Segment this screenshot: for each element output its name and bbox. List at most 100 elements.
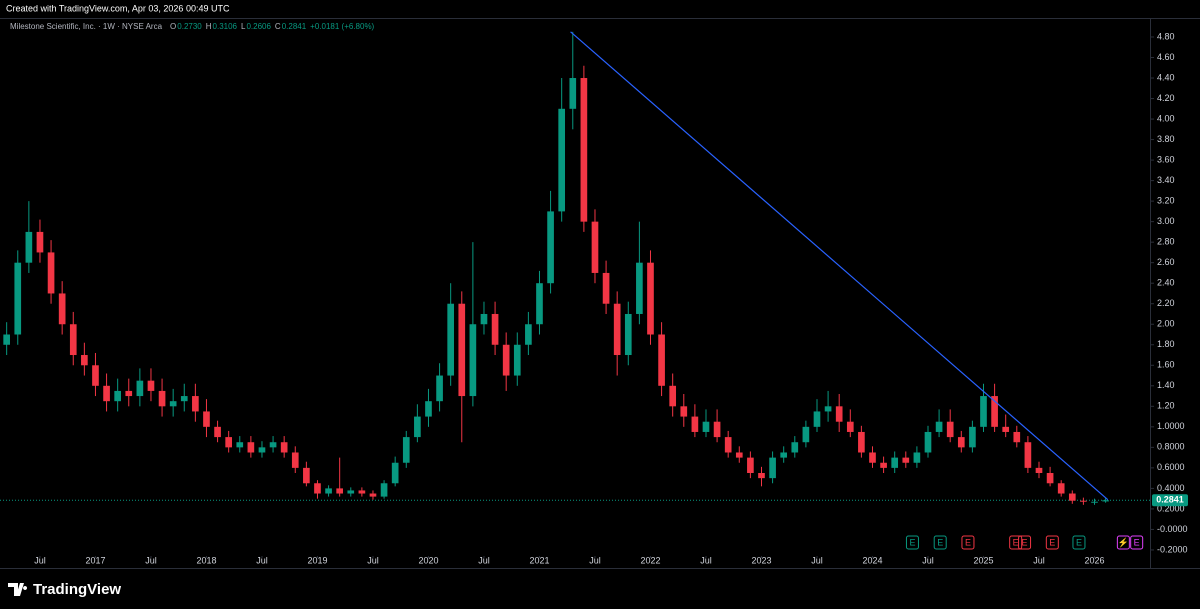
- y-tick-label: 4.00: [1157, 113, 1175, 123]
- candle-body: [669, 385, 677, 407]
- candle-body: [458, 303, 466, 397]
- candle-body: [69, 324, 77, 356]
- y-tick-label: 4.80: [1157, 31, 1175, 41]
- y-tick-label: -0.2000: [1157, 544, 1188, 554]
- event-label: E: [1134, 537, 1140, 547]
- event-label: E: [965, 537, 971, 547]
- x-tick-label: 2024: [862, 555, 882, 565]
- candle-body: [1046, 473, 1054, 484]
- candle-body: [691, 416, 699, 432]
- candle-body: [136, 380, 144, 397]
- candle-body: [369, 493, 377, 497]
- candle-body: [402, 437, 410, 463]
- y-tick-label: 0.6000: [1157, 462, 1185, 472]
- event-marker: [961, 535, 975, 550]
- candle-body: [92, 365, 99, 386]
- candle-body: [425, 401, 432, 417]
- candle-body: [280, 442, 288, 453]
- candle-body: [1057, 483, 1065, 494]
- candle-body: [558, 108, 566, 212]
- candle-body: [380, 483, 388, 497]
- y-tick-label: 3.40: [1157, 175, 1175, 185]
- y-tick-label: 3.60: [1157, 154, 1175, 164]
- y-tick-label: 4.20: [1157, 93, 1175, 103]
- candle-body: [858, 431, 865, 453]
- candle-body: [613, 303, 621, 356]
- candle-body: [902, 457, 910, 463]
- candle-body: [624, 313, 632, 356]
- x-tick-label: Jul: [478, 555, 490, 565]
- legend-key: C: [275, 22, 281, 31]
- candle-body: [303, 467, 310, 484]
- event-marker: [933, 535, 947, 550]
- candle-body: [502, 344, 510, 376]
- candle-body: [924, 431, 932, 453]
- candle-body: [702, 421, 710, 432]
- candle-body: [236, 442, 244, 448]
- event-marker: [1009, 535, 1023, 550]
- event-label: E: [909, 537, 915, 547]
- candle-body: [147, 380, 155, 391]
- y-tick-label: 1.20: [1157, 401, 1175, 411]
- candle-body: [824, 406, 832, 412]
- candle-body: [780, 452, 788, 458]
- candle-body: [358, 490, 366, 494]
- candle-body: [724, 437, 732, 453]
- candle-body: [658, 334, 665, 386]
- y-tick-label: -0.0000: [1157, 524, 1188, 534]
- y-tick-label: 4.40: [1157, 72, 1175, 82]
- logo: TradingView: [8, 581, 121, 598]
- candle-body: [469, 324, 477, 397]
- candle-body: [1013, 431, 1021, 443]
- x-tick-label: Jul: [589, 555, 601, 565]
- candle-body: [347, 490, 355, 494]
- legend-value: 0.2730: [177, 22, 202, 31]
- x-tick-label: 2017: [85, 555, 105, 565]
- y-tick-label: 2.80: [1157, 237, 1175, 247]
- legend-key: O: [170, 22, 176, 31]
- candle-body: [258, 447, 266, 453]
- x-tick-label: Jul: [811, 555, 823, 565]
- y-tick-label: 1.40: [1157, 380, 1175, 390]
- candle-body: [946, 421, 954, 438]
- candle-body: [525, 324, 532, 345]
- candle-body: [880, 462, 887, 468]
- candle-body: [25, 231, 33, 263]
- candle-body: [480, 313, 488, 325]
- candle-body: [58, 293, 66, 325]
- legend-value: 0.2841: [282, 22, 307, 31]
- candle-body: [1035, 467, 1043, 474]
- legend-value: 0.3106: [213, 22, 238, 31]
- candle-body: [580, 78, 588, 222]
- last-price-box: [1152, 494, 1188, 507]
- y-tick-label: 2.60: [1157, 257, 1175, 267]
- candle-body: [180, 396, 188, 402]
- candle-body: [869, 452, 876, 463]
- event-label: ⚡: [1118, 536, 1129, 548]
- logo-text: TradingView: [33, 581, 121, 598]
- x-tick-label: 2022: [640, 555, 660, 565]
- candle-body: [114, 390, 121, 402]
- event-label: E: [1022, 537, 1028, 547]
- candle-body: [1091, 501, 1098, 503]
- trendline: [570, 31, 1109, 501]
- candle-body: [125, 390, 133, 397]
- candle-body: [969, 426, 976, 448]
- candle-body: [602, 272, 610, 304]
- y-tick-label: 2.40: [1157, 278, 1175, 288]
- legend-key: L: [241, 22, 246, 31]
- candle-body: [3, 334, 10, 345]
- x-tick-label: Jul: [1033, 555, 1045, 565]
- y-tick-label: 1.80: [1157, 339, 1175, 349]
- candle-body: [169, 401, 177, 407]
- candle-body: [14, 262, 22, 335]
- y-tick-label: 0.4000: [1157, 483, 1185, 493]
- candle-body: [47, 252, 55, 294]
- candle-body: [203, 411, 210, 427]
- legend-key: H: [206, 22, 212, 31]
- candle-body: [214, 426, 221, 438]
- candle-body: [591, 221, 599, 273]
